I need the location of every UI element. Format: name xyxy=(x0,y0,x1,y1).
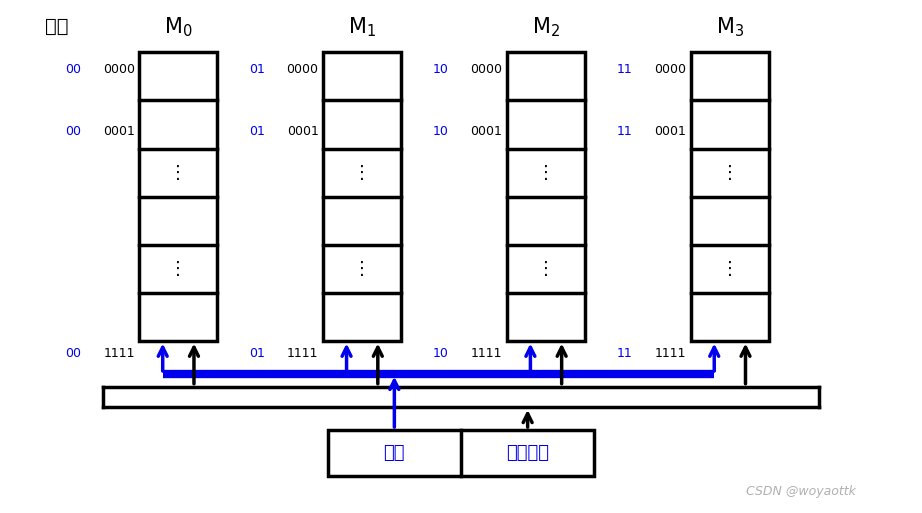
Text: 体内地址: 体内地址 xyxy=(506,444,550,462)
Text: 1111: 1111 xyxy=(471,347,502,360)
Text: ⋮: ⋮ xyxy=(537,260,555,278)
Text: 1111: 1111 xyxy=(287,347,318,360)
Text: ⋮: ⋮ xyxy=(721,260,739,278)
Text: 0000: 0000 xyxy=(470,63,502,76)
Text: 00: 00 xyxy=(65,125,81,138)
Text: 00: 00 xyxy=(65,63,81,76)
Text: 01: 01 xyxy=(249,347,265,360)
Text: 体号: 体号 xyxy=(384,444,405,462)
Text: M$_1$: M$_1$ xyxy=(349,15,376,38)
Text: ⋮: ⋮ xyxy=(353,164,372,182)
Text: ⋮: ⋮ xyxy=(537,164,555,182)
Text: ⋮: ⋮ xyxy=(721,164,739,182)
Bar xyxy=(323,52,401,341)
Text: 0000: 0000 xyxy=(287,63,318,76)
Text: 10: 10 xyxy=(432,125,449,138)
Text: 0001: 0001 xyxy=(470,125,502,138)
Bar xyxy=(139,52,218,341)
Text: 0000: 0000 xyxy=(655,63,686,76)
Text: ⋮: ⋮ xyxy=(170,260,187,278)
Text: 01: 01 xyxy=(249,125,265,138)
Text: 地址: 地址 xyxy=(45,17,68,36)
Text: 0001: 0001 xyxy=(287,125,318,138)
Bar xyxy=(691,52,769,341)
Text: 0001: 0001 xyxy=(102,125,135,138)
Text: ⋮: ⋮ xyxy=(353,260,372,278)
Bar xyxy=(327,430,595,476)
Text: M$_2$: M$_2$ xyxy=(532,15,560,38)
Text: 00: 00 xyxy=(65,347,81,360)
Text: 11: 11 xyxy=(617,347,632,360)
Text: M$_0$: M$_0$ xyxy=(164,15,193,38)
Text: 0000: 0000 xyxy=(102,63,135,76)
Text: 0001: 0001 xyxy=(655,125,686,138)
Text: M$_3$: M$_3$ xyxy=(715,15,744,38)
Text: CSDN @woyaottk: CSDN @woyaottk xyxy=(746,485,856,498)
Text: 1111: 1111 xyxy=(655,347,686,360)
Text: 01: 01 xyxy=(249,63,265,76)
Text: 11: 11 xyxy=(617,125,632,138)
Text: 10: 10 xyxy=(432,347,449,360)
Text: ⋮: ⋮ xyxy=(170,164,187,182)
Text: 11: 11 xyxy=(617,63,632,76)
Bar xyxy=(507,52,585,341)
Text: 10: 10 xyxy=(432,63,449,76)
Text: 1111: 1111 xyxy=(103,347,135,360)
